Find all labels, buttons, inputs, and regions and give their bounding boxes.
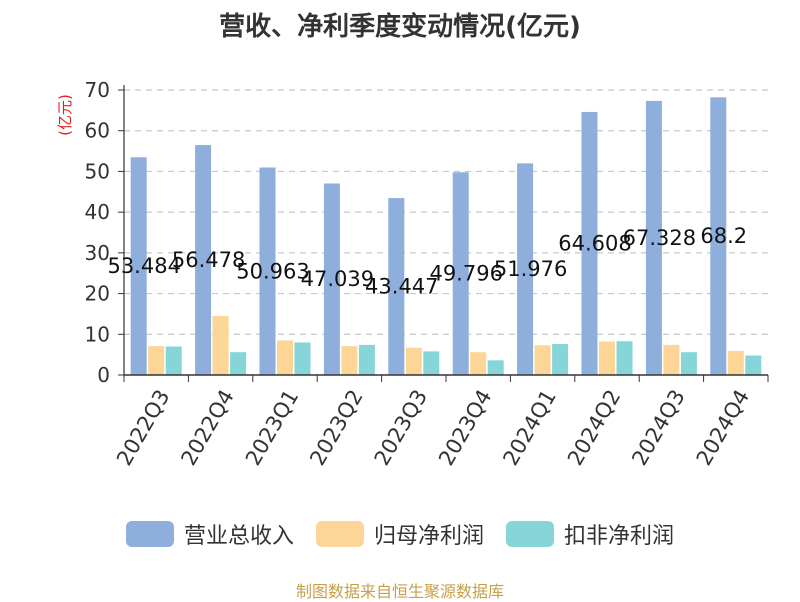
bar-series-3-2023Q2 <box>358 344 375 375</box>
bar-series-3-2024Q3 <box>680 352 697 375</box>
bar-series-3-2024Q1 <box>552 344 569 375</box>
x-tick-label: 2023Q4 <box>434 386 496 470</box>
bar-series-2-2024Q3 <box>663 344 680 375</box>
x-tick-label: 2024Q1 <box>498 386 560 470</box>
bar-series-1-2023Q4 <box>452 172 469 375</box>
bar-series-1-2024Q4 <box>710 97 727 375</box>
data-label: 53.484 <box>107 254 180 278</box>
bar-series-1-2023Q1 <box>259 167 276 375</box>
bar-series-1-2022Q3 <box>130 157 147 375</box>
bar-series-2-2024Q2 <box>599 341 615 375</box>
bar-series-2-2022Q3 <box>148 346 165 375</box>
y-tick-label: 60 <box>85 119 110 143</box>
bar-series-2-2022Q4 <box>212 315 229 375</box>
legend-item-series-1[interactable]: 营业总收入 <box>125 518 294 550</box>
y-tick-label: 70 <box>85 78 110 102</box>
x-tick-label: 2024Q4 <box>692 386 754 470</box>
legend-swatch <box>125 521 174 547</box>
data-label: 50.963 <box>236 259 309 283</box>
legend: 营业总收入 归母净利润 扣非净利润 <box>0 518 800 550</box>
y-tick-label: 30 <box>85 241 110 265</box>
y-axis-label: (亿元) <box>56 94 74 136</box>
y-tick-label: 20 <box>85 282 110 306</box>
y-tick-label: 40 <box>85 200 110 224</box>
x-tick-label: 2023Q3 <box>370 386 432 470</box>
bar-series-2-2024Q4 <box>727 350 744 375</box>
bar-series-3-2024Q4 <box>745 355 762 375</box>
bar-series-2-2023Q1 <box>277 340 293 375</box>
y-tick-label: 10 <box>85 322 110 346</box>
data-label: 56.478 <box>172 248 245 272</box>
legend-swatch <box>315 521 364 547</box>
bar-series-3-2023Q4 <box>487 360 504 375</box>
legend-item-series-3[interactable]: 扣非净利润 <box>506 518 674 550</box>
legend-label: 归母净利润 <box>373 524 484 549</box>
legend-label: 营业总收入 <box>183 524 294 549</box>
bar-series-3-2022Q3 <box>165 346 182 375</box>
x-tick-label: 2022Q4 <box>176 386 238 470</box>
data-label: 47.039 <box>301 267 374 291</box>
bar-series-1-2022Q4 <box>195 145 212 375</box>
data-label: 64.608 <box>558 231 631 255</box>
bar-series-1-2024Q3 <box>645 100 662 376</box>
bar-series-2-2023Q2 <box>341 346 358 375</box>
bar-series-3-2024Q2 <box>616 341 633 375</box>
bar-series-1-2023Q2 <box>323 183 340 375</box>
bar-series-1-2024Q1 <box>517 163 534 375</box>
legend-swatch <box>506 521 554 547</box>
data-label: 49.796 <box>429 262 502 286</box>
chart-title: 营收、净利季度变动情况(亿元) <box>219 12 581 42</box>
legend-item-series-2[interactable]: 归母净利润 <box>315 518 484 550</box>
bar-series-2-2023Q4 <box>470 352 487 375</box>
x-tick-label: 2023Q2 <box>305 386 367 470</box>
bar-series-1-2024Q2 <box>581 111 598 376</box>
bar-series-2-2023Q3 <box>405 347 422 375</box>
x-tick-label: 2023Q1 <box>241 386 303 470</box>
data-label: 68.2 <box>700 224 747 248</box>
y-tick-label: 50 <box>85 159 110 183</box>
data-label: 67.328 <box>623 226 696 250</box>
x-tick-label: 2024Q2 <box>563 386 625 470</box>
legend-label: 扣非净利润 <box>564 524 675 549</box>
bar-series-1-2023Q3 <box>388 198 405 375</box>
y-tick-label: 0 <box>97 363 110 387</box>
bar-series-3-2023Q3 <box>423 351 440 375</box>
data-label: 51.976 <box>494 257 567 281</box>
bar-series-2-2024Q1 <box>534 345 551 375</box>
source-note: 制图数据来自恒生聚源数据库 <box>295 582 504 601</box>
data-label: 43.447 <box>365 275 438 299</box>
x-tick-label: 2024Q3 <box>627 386 689 470</box>
bar-series-3-2023Q1 <box>294 342 311 375</box>
bar-series-3-2022Q4 <box>230 352 247 375</box>
x-tick-label: 2022Q3 <box>112 386 174 470</box>
